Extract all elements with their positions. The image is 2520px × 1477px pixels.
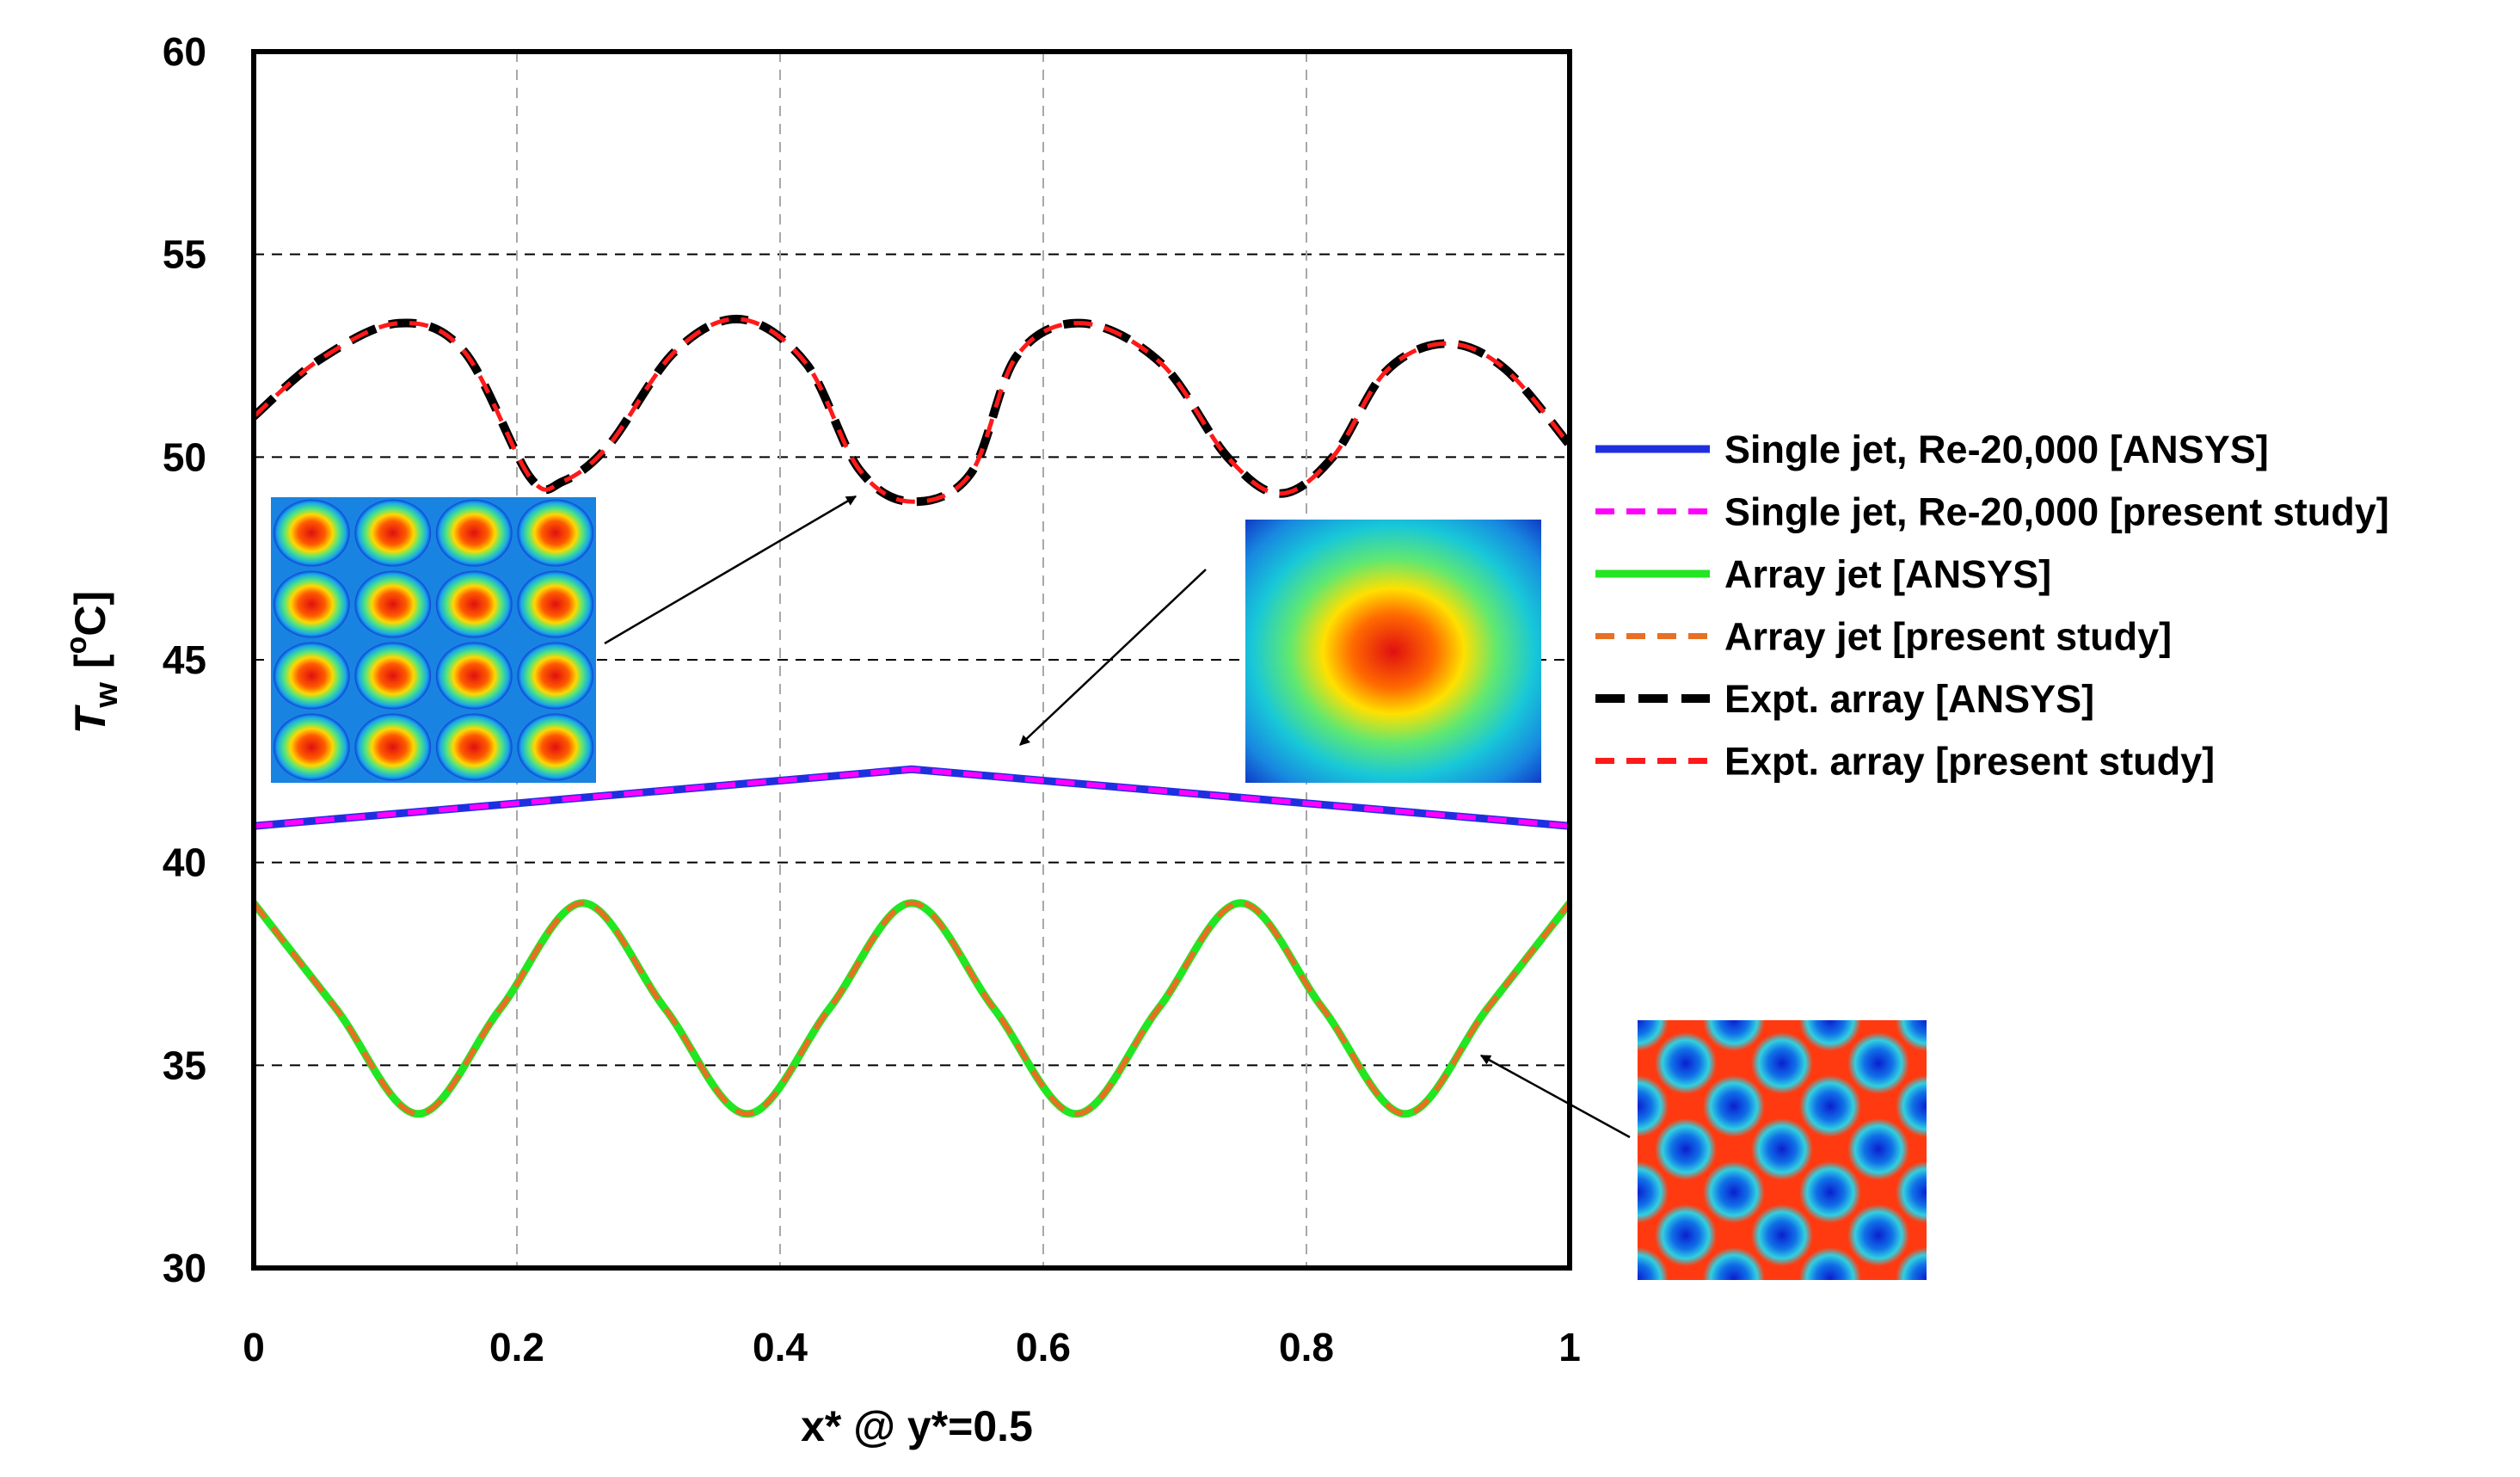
single-jet-contour-inset: [1245, 520, 1541, 783]
series-line-single-present: [253, 766, 1570, 829]
arrow-array-jet: [1479, 1054, 1631, 1139]
contour-cell: [273, 570, 350, 638]
y-axis-title-close: ]: [66, 591, 114, 606]
plot-frame: [251, 49, 1572, 1271]
x-tick-label-1: 0.2: [489, 1325, 544, 1369]
x-tick-label-3: 0.6: [1016, 1325, 1071, 1369]
legend-label-expt-ansys: Expt. array [ANSYS]: [1724, 677, 2094, 721]
series-line-expt-present: [252, 317, 1571, 504]
contour-cell: [354, 570, 432, 638]
contour-cell: [517, 570, 594, 638]
y-axis-title-open: [: [66, 654, 114, 668]
x-axis-title: x* @ y*=0.5: [801, 1402, 1033, 1450]
x-tick-label-2: 0.4: [753, 1325, 808, 1369]
legend-label-array-ansys: Array jet [ANSYS]: [1724, 552, 2051, 596]
expt-array-contour-inset: [271, 497, 596, 783]
contour-cell: [435, 570, 513, 638]
grid-lines: [254, 52, 1570, 1268]
legend-label-array-present: Array jet [present study]: [1724, 615, 2172, 659]
contour-cell: [354, 499, 432, 567]
legend-label-single-ansys: Single jet, Re-20,000 [ANSYS]: [1724, 428, 2269, 471]
series-layer: [250, 314, 1573, 1118]
arrow-expt-array: [604, 495, 857, 645]
y-tick-label-5: 55: [163, 232, 206, 277]
y-axis-title-sup: o: [60, 637, 93, 655]
contour-cell: [517, 499, 594, 567]
legend-label-single-present: Single jet, Re-20,000 [present study]: [1724, 490, 2389, 534]
x-tick-label-4: 0.8: [1279, 1325, 1334, 1369]
contour-cell: [273, 499, 350, 567]
series-line-array-present: [251, 900, 1572, 1117]
arrow-single-jet: [1019, 569, 1207, 746]
array-jet-contour-inset: [1638, 1020, 1927, 1280]
contour-cell: [273, 713, 350, 781]
y-axis-title: Tw [oC]: [60, 591, 125, 734]
contour-cell: [435, 499, 513, 567]
y-axis-title-var: T: [66, 704, 114, 734]
y-tick-label-4: 50: [163, 434, 206, 479]
tick-labels: 30 35 40 45 50 55 60 0 0.2 0.4 0.6 0.8 1: [163, 29, 1581, 1369]
x-tick-label-5: 1: [1558, 1325, 1581, 1369]
contour-cell: [435, 713, 513, 781]
legend: Single jet, Re-20,000 [ANSYS] Single jet,…: [1595, 428, 2389, 784]
series-line-array-ansys: [250, 899, 1573, 1118]
y-tick-label-2: 40: [163, 840, 206, 885]
y-tick-label-6: 60: [163, 29, 206, 74]
y-tick-label-3: 45: [163, 637, 206, 682]
y-axis-title-sub: w: [89, 682, 125, 709]
legend-label-expt-present: Expt. array [present study]: [1724, 740, 2215, 784]
y-tick-label-0: 30: [163, 1246, 206, 1290]
contour-cell: [354, 713, 432, 781]
y-axis-title-unit: C: [66, 606, 114, 637]
contour-cell: [273, 642, 350, 710]
contour-cell: [435, 642, 513, 710]
series-line-expt-ansys: [250, 314, 1573, 507]
contour-cell: [517, 713, 594, 781]
x-tick-label-0: 0: [243, 1325, 265, 1369]
contour-cell: [517, 642, 594, 710]
y-tick-label-1: 35: [163, 1043, 206, 1087]
contour-cell: [354, 642, 432, 710]
